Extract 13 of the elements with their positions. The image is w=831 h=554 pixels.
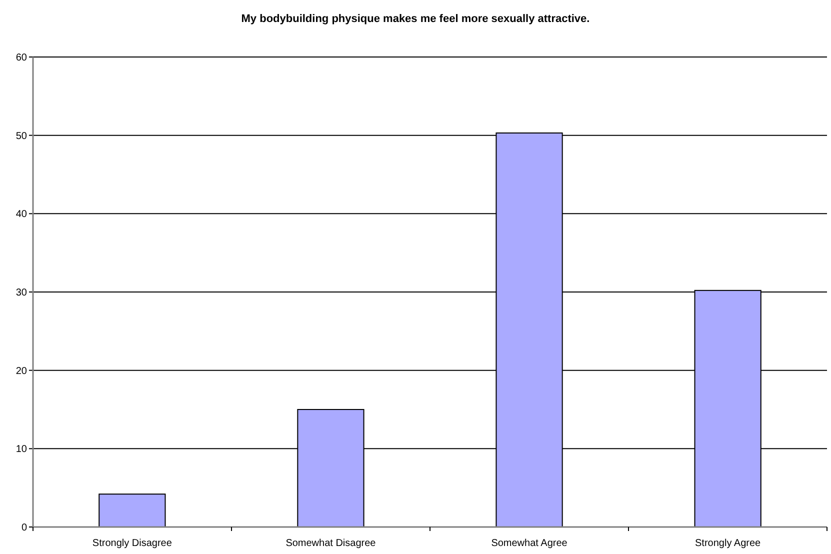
y-tick-label: 60 — [16, 52, 28, 64]
y-tick-label: 0 — [21, 522, 28, 534]
x-tick-label: Somewhat Agree — [491, 538, 568, 549]
y-tick-label: 40 — [16, 209, 28, 220]
y-tick-label: 10 — [16, 444, 28, 456]
x-tick-label: Somewhat Disagree — [286, 538, 376, 549]
bar — [98, 494, 166, 528]
x-tick-label: Strongly Agree — [695, 538, 762, 549]
chart-title: My bodybuilding physique makes me feel more sexually attractive. — [241, 13, 590, 25]
y-tick-label: 20 — [16, 366, 28, 377]
x-tick-label: Strongly Disagree — [92, 538, 172, 549]
y-tick-label: 30 — [16, 288, 28, 298]
y-tick-label: 50 — [16, 130, 28, 142]
